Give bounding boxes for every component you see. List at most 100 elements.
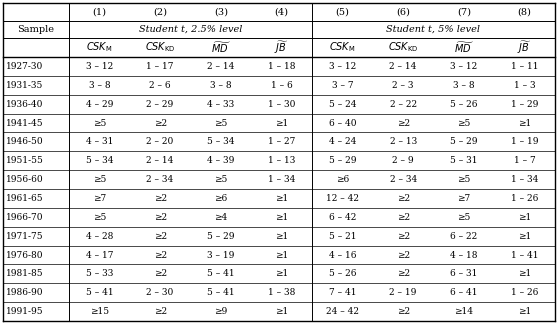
Text: 1941-45: 1941-45 bbox=[6, 119, 44, 128]
Text: 7 – 41: 7 – 41 bbox=[329, 288, 356, 297]
Text: ≥5: ≥5 bbox=[457, 213, 470, 222]
Text: 3 – 12: 3 – 12 bbox=[329, 62, 356, 71]
Text: 5 – 41: 5 – 41 bbox=[207, 269, 235, 278]
Text: ≥2: ≥2 bbox=[153, 232, 167, 241]
Text: $\widetilde{JB}$: $\widetilde{JB}$ bbox=[517, 39, 532, 56]
Text: 1991-95: 1991-95 bbox=[6, 307, 44, 316]
Text: 5 – 21: 5 – 21 bbox=[329, 232, 356, 241]
Text: ≥2: ≥2 bbox=[397, 251, 410, 259]
Text: 1 – 17: 1 – 17 bbox=[146, 62, 174, 71]
Text: (8): (8) bbox=[518, 7, 532, 16]
Text: 5 – 41: 5 – 41 bbox=[207, 288, 235, 297]
Text: Sample: Sample bbox=[17, 25, 55, 34]
Text: 1 – 26: 1 – 26 bbox=[511, 194, 538, 203]
Text: 3 – 8: 3 – 8 bbox=[453, 81, 475, 90]
Text: ≥1: ≥1 bbox=[275, 232, 288, 241]
Text: ≥1: ≥1 bbox=[275, 269, 288, 278]
Text: 1 – 30: 1 – 30 bbox=[268, 99, 295, 109]
Text: ≥2: ≥2 bbox=[397, 213, 410, 222]
Text: 1 – 34: 1 – 34 bbox=[511, 175, 538, 184]
Text: (6): (6) bbox=[396, 7, 410, 16]
Text: 5 – 41: 5 – 41 bbox=[85, 288, 113, 297]
Text: 3 – 8: 3 – 8 bbox=[89, 81, 110, 90]
Text: ≥5: ≥5 bbox=[457, 119, 470, 128]
Text: ≥2: ≥2 bbox=[153, 213, 167, 222]
Text: 1946-50: 1946-50 bbox=[6, 137, 44, 146]
Text: $CSK_\mathrm{KD}$: $CSK_\mathrm{KD}$ bbox=[145, 41, 175, 54]
Text: Student t, 5% level: Student t, 5% level bbox=[387, 25, 480, 34]
Text: Student t, 2.5% level: Student t, 2.5% level bbox=[139, 25, 242, 34]
Text: $\widetilde{MD}$: $\widetilde{MD}$ bbox=[211, 40, 231, 55]
Text: ≥1: ≥1 bbox=[518, 213, 531, 222]
Text: 4 – 39: 4 – 39 bbox=[207, 156, 234, 165]
Text: 1981-85: 1981-85 bbox=[6, 269, 44, 278]
Text: ≥7: ≥7 bbox=[93, 194, 106, 203]
Text: 6 – 42: 6 – 42 bbox=[329, 213, 356, 222]
Text: 1976-80: 1976-80 bbox=[6, 251, 44, 259]
Text: 5 – 29: 5 – 29 bbox=[329, 156, 356, 165]
Text: ≥5: ≥5 bbox=[457, 175, 470, 184]
Text: 2 – 34: 2 – 34 bbox=[389, 175, 417, 184]
Text: ≥9: ≥9 bbox=[214, 307, 228, 316]
Text: 5 – 34: 5 – 34 bbox=[207, 137, 234, 146]
Text: 6 – 31: 6 – 31 bbox=[450, 269, 478, 278]
Text: ≥6: ≥6 bbox=[336, 175, 349, 184]
Text: 1 – 7: 1 – 7 bbox=[514, 156, 536, 165]
Text: 2 – 14: 2 – 14 bbox=[389, 62, 417, 71]
Text: ≥2: ≥2 bbox=[153, 194, 167, 203]
Text: 2 – 9: 2 – 9 bbox=[392, 156, 414, 165]
Text: 5 – 26: 5 – 26 bbox=[450, 99, 478, 109]
Text: 4 – 16: 4 – 16 bbox=[329, 251, 356, 259]
Text: 2 – 6: 2 – 6 bbox=[150, 81, 171, 90]
Text: 1931-35: 1931-35 bbox=[6, 81, 44, 90]
Text: 1 – 3: 1 – 3 bbox=[514, 81, 536, 90]
Text: ≥7: ≥7 bbox=[457, 194, 470, 203]
Text: ≥1: ≥1 bbox=[518, 307, 531, 316]
Text: $CSK_\mathrm{M}$: $CSK_\mathrm{M}$ bbox=[329, 41, 355, 54]
Text: ≥6: ≥6 bbox=[214, 194, 228, 203]
Text: ≥1: ≥1 bbox=[275, 307, 288, 316]
Text: 2 – 14: 2 – 14 bbox=[146, 156, 174, 165]
Text: ≥1: ≥1 bbox=[275, 251, 288, 259]
Text: 2 – 29: 2 – 29 bbox=[147, 99, 174, 109]
Text: ≥2: ≥2 bbox=[153, 307, 167, 316]
Text: 6 – 22: 6 – 22 bbox=[450, 232, 478, 241]
Text: 1936-40: 1936-40 bbox=[6, 99, 44, 109]
Text: 1 – 29: 1 – 29 bbox=[511, 99, 538, 109]
Text: 6 – 40: 6 – 40 bbox=[329, 119, 356, 128]
Text: 4 – 28: 4 – 28 bbox=[86, 232, 113, 241]
Text: 1951-55: 1951-55 bbox=[6, 156, 44, 165]
Text: ≥5: ≥5 bbox=[93, 175, 106, 184]
Text: ≥5: ≥5 bbox=[214, 119, 228, 128]
Text: ≥2: ≥2 bbox=[397, 232, 410, 241]
Text: ≥2: ≥2 bbox=[397, 119, 410, 128]
Text: $\widetilde{MD}$: $\widetilde{MD}$ bbox=[454, 40, 474, 55]
Text: 2 – 34: 2 – 34 bbox=[147, 175, 174, 184]
Text: 4 – 18: 4 – 18 bbox=[450, 251, 478, 259]
Text: $CSK_\mathrm{M}$: $CSK_\mathrm{M}$ bbox=[86, 41, 113, 54]
Text: 1971-75: 1971-75 bbox=[6, 232, 44, 241]
Text: 5 – 31: 5 – 31 bbox=[450, 156, 478, 165]
Text: 4 – 31: 4 – 31 bbox=[86, 137, 113, 146]
Text: (1): (1) bbox=[93, 7, 107, 16]
Text: (4): (4) bbox=[275, 7, 288, 16]
Text: ≥4: ≥4 bbox=[214, 213, 228, 222]
Text: 5 – 24: 5 – 24 bbox=[329, 99, 356, 109]
Text: 2 – 30: 2 – 30 bbox=[147, 288, 174, 297]
Text: 3 – 8: 3 – 8 bbox=[210, 81, 232, 90]
Text: 1 – 19: 1 – 19 bbox=[511, 137, 538, 146]
Text: 1 – 34: 1 – 34 bbox=[268, 175, 295, 184]
Text: (7): (7) bbox=[457, 7, 471, 16]
Text: 1986-90: 1986-90 bbox=[6, 288, 44, 297]
Text: ≥2: ≥2 bbox=[153, 119, 167, 128]
Text: ≥15: ≥15 bbox=[90, 307, 109, 316]
Text: 4 – 24: 4 – 24 bbox=[329, 137, 356, 146]
Text: ≥2: ≥2 bbox=[153, 251, 167, 259]
Text: 1 – 26: 1 – 26 bbox=[511, 288, 538, 297]
Text: (5): (5) bbox=[335, 7, 349, 16]
Text: 1 – 38: 1 – 38 bbox=[268, 288, 295, 297]
Text: 1 – 27: 1 – 27 bbox=[268, 137, 295, 146]
Text: ≥2: ≥2 bbox=[397, 194, 410, 203]
Text: (3): (3) bbox=[214, 7, 228, 16]
Text: 1 – 13: 1 – 13 bbox=[268, 156, 295, 165]
